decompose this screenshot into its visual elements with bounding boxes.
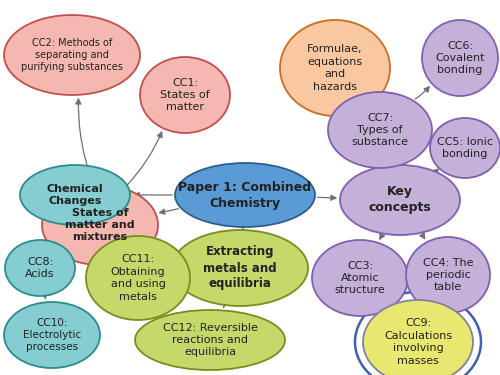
Text: States of
matter and
mixtures: States of matter and mixtures bbox=[65, 208, 135, 242]
Ellipse shape bbox=[363, 300, 473, 375]
Ellipse shape bbox=[5, 240, 75, 296]
Text: CC10:
Electrolytic
processes: CC10: Electrolytic processes bbox=[23, 318, 81, 352]
Ellipse shape bbox=[280, 20, 390, 116]
Text: CC11:
Obtaining
and using
metals: CC11: Obtaining and using metals bbox=[110, 254, 166, 302]
Text: CC12: Reversible
reactions and
equilibria: CC12: Reversible reactions and equilibri… bbox=[162, 322, 258, 357]
Ellipse shape bbox=[406, 237, 490, 313]
Text: CC7:
Types of
substance: CC7: Types of substance bbox=[352, 112, 408, 147]
Ellipse shape bbox=[422, 20, 498, 96]
Ellipse shape bbox=[135, 310, 285, 370]
Text: Chemical
Changes: Chemical Changes bbox=[46, 184, 104, 206]
Ellipse shape bbox=[20, 165, 130, 225]
Ellipse shape bbox=[312, 240, 408, 316]
Text: CC4: The
periodic
table: CC4: The periodic table bbox=[423, 258, 473, 292]
Text: CC9:
Calculations
involving
masses: CC9: Calculations involving masses bbox=[384, 318, 452, 366]
Ellipse shape bbox=[42, 185, 158, 265]
Text: CC1:
States of
matter: CC1: States of matter bbox=[160, 78, 210, 112]
Ellipse shape bbox=[175, 163, 315, 227]
Ellipse shape bbox=[430, 118, 500, 178]
Text: CC2: Methods of
separating and
purifying substances: CC2: Methods of separating and purifying… bbox=[21, 38, 123, 72]
Text: Formulae,
equations
and
hazards: Formulae, equations and hazards bbox=[307, 44, 363, 92]
Text: CC6:
Covalent
bonding: CC6: Covalent bonding bbox=[435, 40, 485, 75]
Ellipse shape bbox=[340, 165, 460, 235]
Text: CC3:
Atomic
structure: CC3: Atomic structure bbox=[334, 261, 386, 296]
Text: Paper 1: Combined
Chemistry: Paper 1: Combined Chemistry bbox=[178, 180, 312, 210]
Ellipse shape bbox=[328, 92, 432, 168]
Ellipse shape bbox=[86, 236, 190, 320]
Ellipse shape bbox=[4, 15, 140, 95]
Ellipse shape bbox=[172, 230, 308, 306]
Text: CC8:
Acids: CC8: Acids bbox=[25, 257, 55, 279]
Ellipse shape bbox=[4, 302, 100, 368]
Text: Key
concepts: Key concepts bbox=[368, 186, 432, 214]
Ellipse shape bbox=[140, 57, 230, 133]
Text: CC5: Ionic
bonding: CC5: Ionic bonding bbox=[437, 137, 493, 159]
Text: Extracting
metals and
equilibria: Extracting metals and equilibria bbox=[203, 246, 277, 291]
